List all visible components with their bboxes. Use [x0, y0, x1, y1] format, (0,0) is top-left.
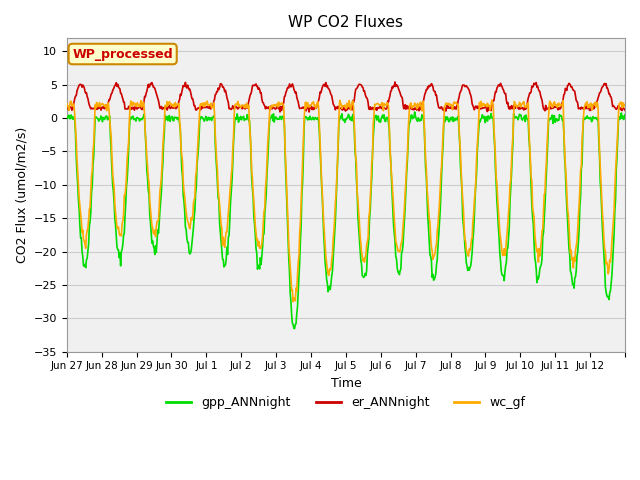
Title: WP CO2 Fluxes: WP CO2 Fluxes	[289, 15, 403, 30]
Text: WP_processed: WP_processed	[72, 48, 173, 60]
Y-axis label: CO2 Flux (umol/m2/s): CO2 Flux (umol/m2/s)	[15, 127, 28, 263]
X-axis label: Time: Time	[330, 377, 361, 390]
Legend: gpp_ANNnight, er_ANNnight, wc_gf: gpp_ANNnight, er_ANNnight, wc_gf	[161, 391, 531, 414]
